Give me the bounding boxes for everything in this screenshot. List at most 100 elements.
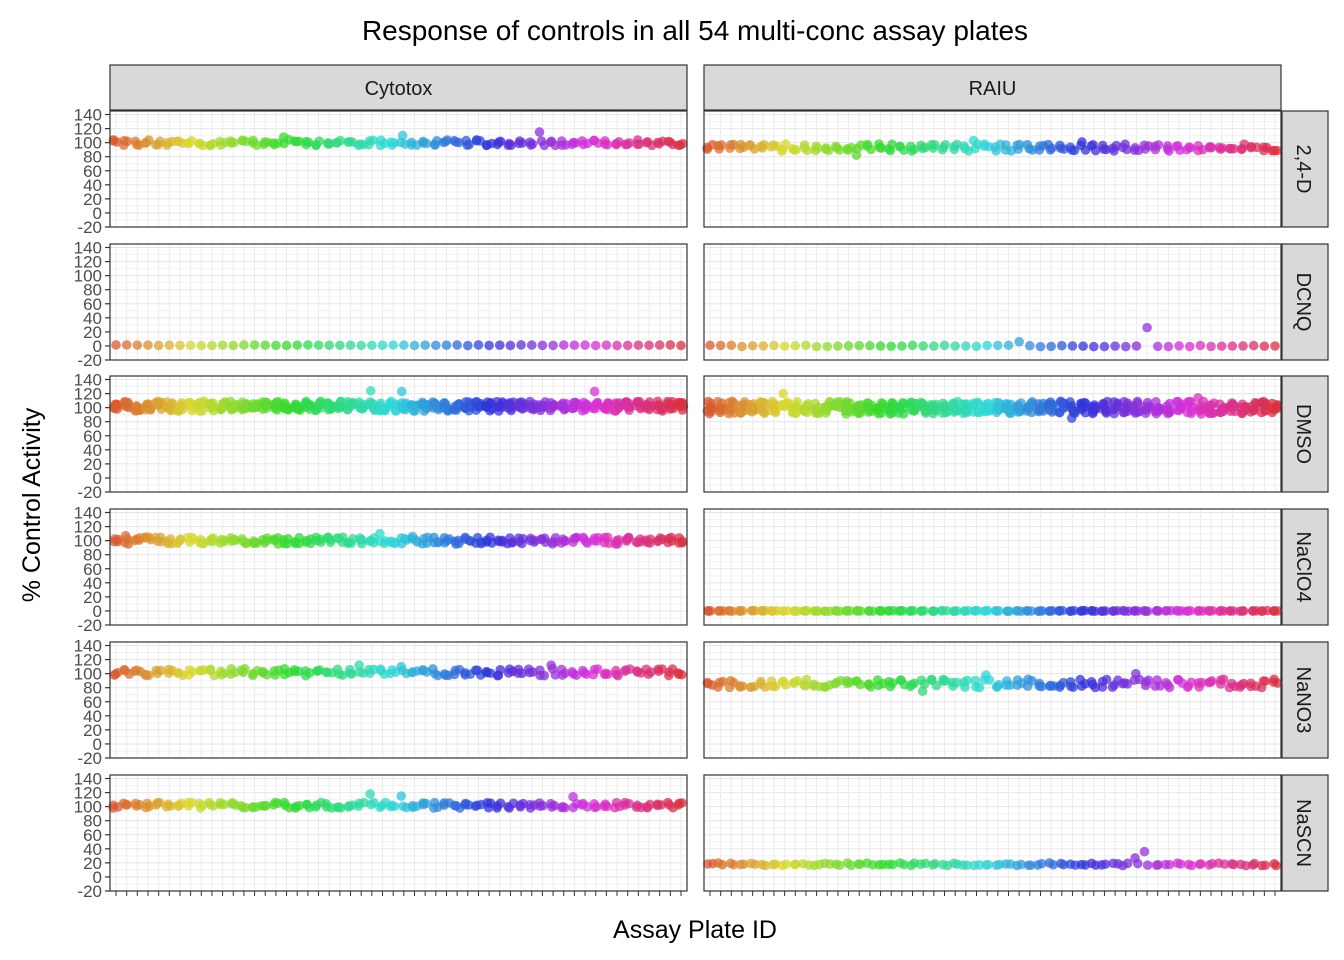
data-point bbox=[841, 606, 851, 616]
data-point bbox=[557, 801, 568, 812]
y-tick-label: 40 bbox=[83, 441, 102, 460]
y-tick-label: 60 bbox=[83, 162, 102, 181]
panel-background bbox=[110, 376, 687, 492]
data-point bbox=[1022, 139, 1033, 150]
panel-points bbox=[702, 668, 1283, 697]
data-point bbox=[208, 533, 218, 543]
data-point bbox=[874, 139, 884, 149]
panel-raiu-nano3 bbox=[702, 641, 1283, 759]
data-point bbox=[1227, 341, 1238, 351]
data-point bbox=[702, 142, 712, 153]
data-point bbox=[548, 340, 558, 351]
data-point bbox=[834, 860, 845, 871]
data-point bbox=[396, 137, 406, 148]
data-point bbox=[937, 606, 947, 616]
data-point bbox=[645, 534, 656, 544]
data-point bbox=[706, 406, 717, 417]
data-point bbox=[452, 400, 463, 410]
data-point bbox=[439, 397, 450, 408]
data-point bbox=[121, 800, 131, 810]
data-point bbox=[301, 136, 312, 147]
data-point bbox=[1152, 675, 1162, 685]
panel-cytotox-2-4-d bbox=[108, 110, 688, 228]
data-point bbox=[874, 605, 885, 616]
data-point bbox=[916, 606, 927, 616]
data-point bbox=[421, 403, 431, 414]
data-point bbox=[1270, 341, 1280, 351]
data-point bbox=[959, 606, 970, 616]
data-point bbox=[377, 800, 387, 811]
y-tick-label: 140 bbox=[74, 106, 102, 125]
data-point bbox=[947, 677, 958, 688]
data-point bbox=[162, 137, 172, 148]
data-point bbox=[143, 532, 154, 542]
data-point bbox=[262, 400, 272, 410]
data-point bbox=[897, 341, 907, 351]
panel-border bbox=[109, 641, 688, 759]
data-point bbox=[524, 667, 535, 678]
data-point bbox=[1043, 139, 1054, 150]
data-point bbox=[517, 538, 527, 549]
data-point bbox=[1181, 606, 1192, 616]
data-point bbox=[677, 536, 688, 547]
data-point bbox=[756, 605, 767, 616]
data-point bbox=[1026, 860, 1036, 870]
data-point bbox=[430, 140, 440, 150]
data-point bbox=[724, 606, 734, 616]
data-point bbox=[937, 144, 948, 155]
x-axis-raiu bbox=[709, 891, 1276, 896]
data-point bbox=[195, 803, 206, 813]
data-point bbox=[570, 402, 580, 413]
data-point bbox=[568, 791, 578, 802]
panel-points bbox=[702, 388, 1283, 423]
y-tick-label: 0 bbox=[93, 735, 102, 754]
data-point bbox=[1099, 341, 1110, 352]
data-point bbox=[652, 800, 663, 811]
data-point bbox=[417, 538, 428, 549]
panel-border bbox=[109, 110, 688, 228]
data-point bbox=[323, 138, 333, 148]
data-point bbox=[397, 665, 408, 676]
panel-border bbox=[109, 774, 688, 892]
data-point bbox=[546, 136, 557, 147]
data-point bbox=[769, 340, 779, 351]
data-point bbox=[494, 340, 505, 350]
data-point bbox=[702, 678, 713, 689]
data-point bbox=[270, 797, 281, 808]
data-point bbox=[834, 399, 844, 410]
data-point bbox=[1067, 145, 1077, 155]
data-point bbox=[1130, 142, 1140, 153]
data-point bbox=[589, 135, 600, 146]
data-point bbox=[152, 798, 163, 808]
data-point bbox=[1142, 860, 1153, 870]
data-point bbox=[218, 401, 229, 411]
data-point bbox=[1012, 680, 1023, 690]
data-point bbox=[153, 340, 164, 351]
data-point bbox=[790, 340, 801, 351]
y-tick-label: 0 bbox=[93, 337, 102, 356]
data-point bbox=[1186, 408, 1197, 419]
data-point bbox=[673, 397, 684, 408]
data-point bbox=[1068, 405, 1079, 415]
panel-points bbox=[108, 385, 689, 416]
data-point bbox=[842, 143, 853, 154]
panel-grid bbox=[704, 244, 1281, 361]
data-point bbox=[906, 397, 917, 408]
data-point bbox=[399, 340, 409, 350]
data-point bbox=[939, 340, 950, 351]
data-point bbox=[642, 802, 653, 813]
data-point bbox=[974, 682, 985, 693]
row-strip-nascn: NaSCN bbox=[1281, 774, 1329, 892]
data-point bbox=[832, 143, 842, 153]
data-point bbox=[449, 135, 460, 146]
data-point bbox=[750, 859, 760, 870]
data-point bbox=[1161, 606, 1171, 616]
y-tick-label: 140 bbox=[74, 239, 102, 258]
data-point bbox=[1271, 860, 1281, 871]
data-point bbox=[577, 665, 588, 676]
data-point bbox=[407, 667, 417, 678]
data-point bbox=[312, 666, 322, 676]
data-point bbox=[1236, 680, 1247, 690]
